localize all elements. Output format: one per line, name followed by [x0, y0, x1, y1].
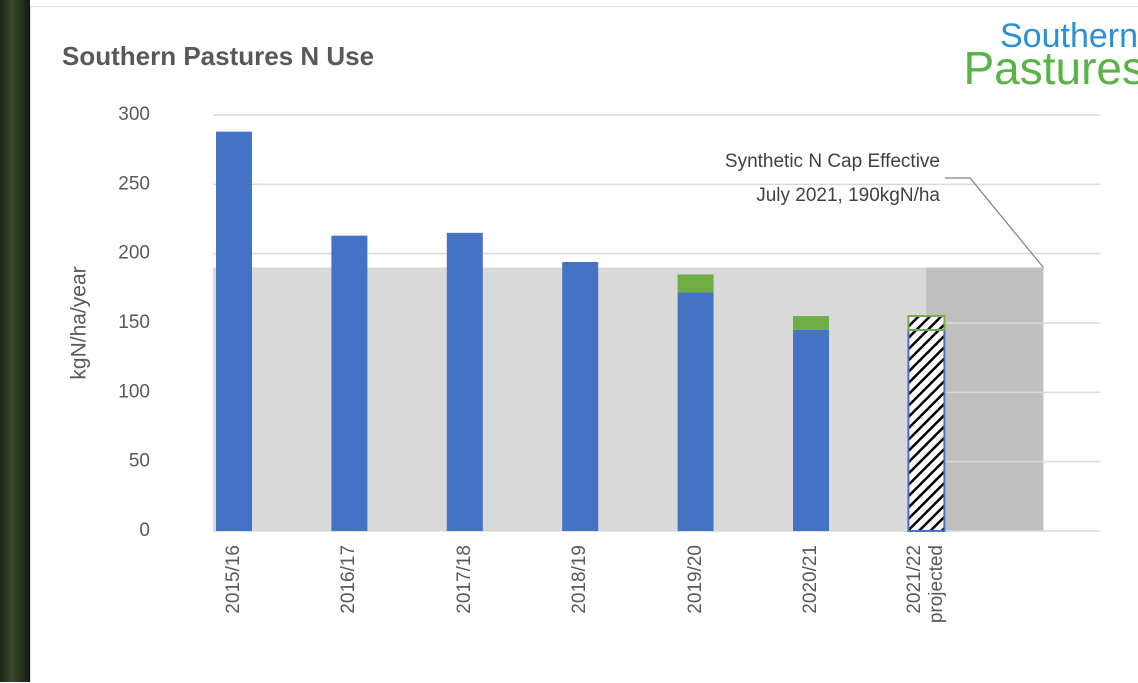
bar-segment [677, 274, 714, 293]
y-axis-label: kgN/ha/year [68, 266, 91, 379]
bar-segment [331, 235, 368, 531]
y-tick-label: 300 [118, 104, 150, 125]
bar-segment [562, 261, 599, 531]
chart-title: Southern Pastures N Use [62, 41, 374, 71]
x-tick-label: 2020/21 [800, 545, 821, 614]
projected-bar-segment [907, 315, 946, 331]
y-tick-label: 0 [139, 520, 150, 541]
bar-segment [793, 329, 829, 531]
x-tick-label: 2019/20 [684, 545, 706, 614]
cap-region-effective [926, 267, 1044, 531]
y-tick-label: 200 [118, 243, 150, 264]
bar-segment [793, 316, 829, 330]
cap-annotation: July 2021, 190kgN/ha [756, 185, 940, 206]
bar-segment [216, 131, 252, 531]
bar-segment [446, 232, 483, 531]
projected-bar-segment [907, 328, 946, 532]
logo-bottom: Pastures [963, 42, 1138, 94]
y-tick-label: 100 [118, 381, 150, 402]
x-tick-label: 2015/16 [223, 545, 244, 614]
cap-annotation: Synthetic N Cap Effective [725, 151, 940, 172]
y-tick-label: 150 [118, 312, 150, 333]
x-tick-label: 2017/18 [453, 545, 475, 614]
x-tick-label: 2016/17 [338, 545, 360, 614]
bar-segment [677, 292, 714, 531]
y-tick-label: 250 [118, 173, 150, 194]
x-tick-label: 2021/22 projected [904, 545, 948, 624]
annotation-leader [945, 177, 1044, 268]
background-photo-strip [0, 0, 30, 682]
y-tick-label: 50 [129, 451, 150, 472]
logo-top: Southern [1000, 17, 1138, 55]
x-tick-label: 2018/19 [569, 545, 591, 614]
